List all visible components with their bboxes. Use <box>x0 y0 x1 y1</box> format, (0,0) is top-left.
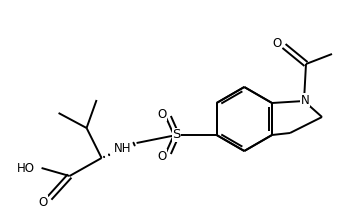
Text: HO: HO <box>17 162 35 174</box>
Text: O: O <box>157 150 166 162</box>
Text: NH: NH <box>114 141 132 155</box>
Text: O: O <box>272 36 282 49</box>
Text: O: O <box>38 196 47 208</box>
Text: S: S <box>172 128 181 141</box>
Text: N: N <box>301 94 309 107</box>
Text: O: O <box>157 107 166 121</box>
